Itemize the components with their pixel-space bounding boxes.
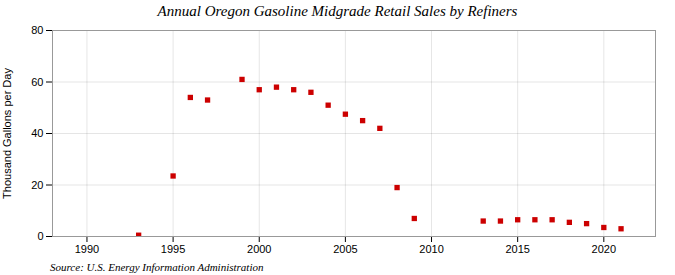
svg-text:40: 40 [31, 127, 43, 139]
svg-text:1990: 1990 [75, 243, 99, 255]
svg-text:2000: 2000 [247, 243, 271, 255]
html-text:Annual Oregon Gasoline Midgrad: Annual Oregon Gasoline Midgrade Retail S… [157, 3, 518, 19]
html-text:Source: U.S. Energy Informatio: Source: U.S. Energy Information Administ… [50, 261, 264, 273]
svg-text:2015: 2015 [505, 243, 529, 255]
svg-text:20: 20 [31, 179, 43, 191]
svg-text:60: 60 [31, 76, 43, 88]
svg-text:Thousand Gallons per Day: Thousand Gallons per Day [1, 68, 13, 199]
svg-text:2020: 2020 [592, 243, 616, 255]
svg-text:0: 0 [37, 230, 43, 242]
svg-text:2005: 2005 [333, 243, 357, 255]
svg-text:1995: 1995 [161, 243, 185, 255]
svg-text:80: 80 [31, 24, 43, 36]
svg-text:2010: 2010 [419, 243, 443, 255]
